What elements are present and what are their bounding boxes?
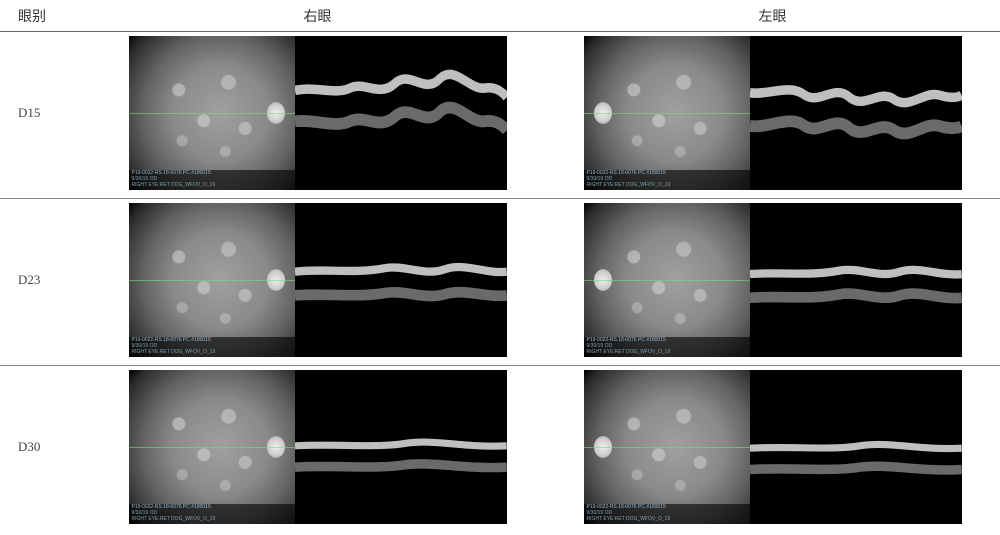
scan-image: P19-0022-RS 18-0076 PC #180015 9/30/19 O… — [129, 36, 507, 190]
optic-disc-icon — [594, 102, 612, 124]
optic-disc-icon — [267, 269, 285, 291]
fundus-image — [584, 370, 750, 524]
row-label: D30 — [0, 439, 90, 455]
oct-image — [750, 36, 962, 190]
header-right-eye: 右眼 — [90, 6, 545, 26]
oct-image — [750, 203, 962, 357]
table-row: D30 P19-0022-RS 18-0076 PC #180015 9/ — [0, 366, 1000, 532]
fundus-image — [129, 370, 295, 524]
oct-image — [295, 36, 507, 190]
scan-image: P19-0022-RS 18-0076 PC #180015 9/30/19 O… — [584, 203, 962, 357]
meta-line: RIGHT EYE:RET DOG_WFOV_O_19 — [132, 516, 504, 522]
scan-metadata: P19-0022-RS 18-0076 PC #180015 9/30/19 O… — [584, 337, 962, 357]
scan-cell-left: P19-0022-RS 18-0076 PC #180015 9/30/19 O… — [545, 366, 1000, 528]
scan-image: P19-0022-RS 18-0076 PC #180015 9/30/19 O… — [584, 370, 962, 524]
scan-table: 眼别 右眼 左眼 D15 P19-0022-RS — [0, 0, 1000, 535]
row-label: D15 — [0, 105, 90, 121]
scan-line-icon — [584, 113, 750, 114]
scan-line-icon — [129, 447, 295, 448]
fundus-image — [584, 36, 750, 190]
header-label: 眼别 — [0, 6, 90, 26]
optic-disc-icon — [267, 102, 285, 124]
meta-line: RIGHT EYE:RET DOG_WFOV_O_19 — [132, 182, 504, 188]
scan-line-icon — [584, 280, 750, 281]
header-left-eye: 左眼 — [545, 6, 1000, 26]
fundus-image — [129, 36, 295, 190]
meta-line: RIGHT EYE:RET DOG_WFOV_O_19 — [587, 182, 959, 188]
meta-line: RIGHT EYE:RET DOG_WFOV_O_19 — [132, 349, 504, 355]
fundus-image — [129, 203, 295, 357]
scan-cell-left: P19-0022-RS 18-0076 PC #180015 9/30/19 O… — [545, 199, 1000, 361]
scan-line-icon — [584, 447, 750, 448]
optic-disc-icon — [594, 436, 612, 458]
row-label: D23 — [0, 272, 90, 288]
table-row: D23 P19-0022-RS 18-0076 PC #180015 9/ — [0, 199, 1000, 366]
oct-image — [295, 203, 507, 357]
scan-cell-left: P19-0022-RS 18-0076 PC #180015 9/30/19 O… — [545, 32, 1000, 194]
table-header: 眼别 右眼 左眼 — [0, 0, 1000, 32]
scan-metadata: P19-0022-RS 18-0076 PC #180015 9/30/19 O… — [129, 337, 507, 357]
fundus-image — [584, 203, 750, 357]
scan-cell-right: P19-0022-RS 18-0076 PC #180015 9/30/19 O… — [90, 199, 545, 361]
scan-metadata: P19-0022-RS 18-0076 PC #180015 9/30/19 O… — [129, 170, 507, 190]
oct-image — [295, 370, 507, 524]
meta-line: RIGHT EYE:RET DOG_WFOV_O_19 — [587, 349, 959, 355]
scan-image: P19-0022-RS 18-0076 PC #180015 9/30/19 O… — [584, 36, 962, 190]
scan-metadata: P19-0022-RS 18-0076 PC #180015 9/30/19 O… — [584, 504, 962, 524]
scan-line-icon — [129, 113, 295, 114]
oct-image — [750, 370, 962, 524]
scan-metadata: P19-0022-RS 18-0076 PC #180015 9/30/19 O… — [584, 170, 962, 190]
optic-disc-icon — [594, 269, 612, 291]
scan-cell-right: P19-0022-RS 18-0076 PC #180015 9/30/19 O… — [90, 32, 545, 194]
scan-image: P19-0022-RS 18-0076 PC #180015 9/30/19 O… — [129, 203, 507, 357]
scan-metadata: P19-0022-RS 18-0076 PC #180015 9/30/19 O… — [129, 504, 507, 524]
optic-disc-icon — [267, 436, 285, 458]
scan-line-icon — [129, 280, 295, 281]
table-row: D15 P19-0022-RS 18-0076 PC #180015 9/ — [0, 32, 1000, 199]
meta-line: RIGHT EYE:RET DOG_WFOV_O_19 — [587, 516, 959, 522]
scan-cell-right: P19-0022-RS 18-0076 PC #180015 9/30/19 O… — [90, 366, 545, 528]
scan-image: P19-0022-RS 18-0076 PC #180015 9/30/19 O… — [129, 370, 507, 524]
